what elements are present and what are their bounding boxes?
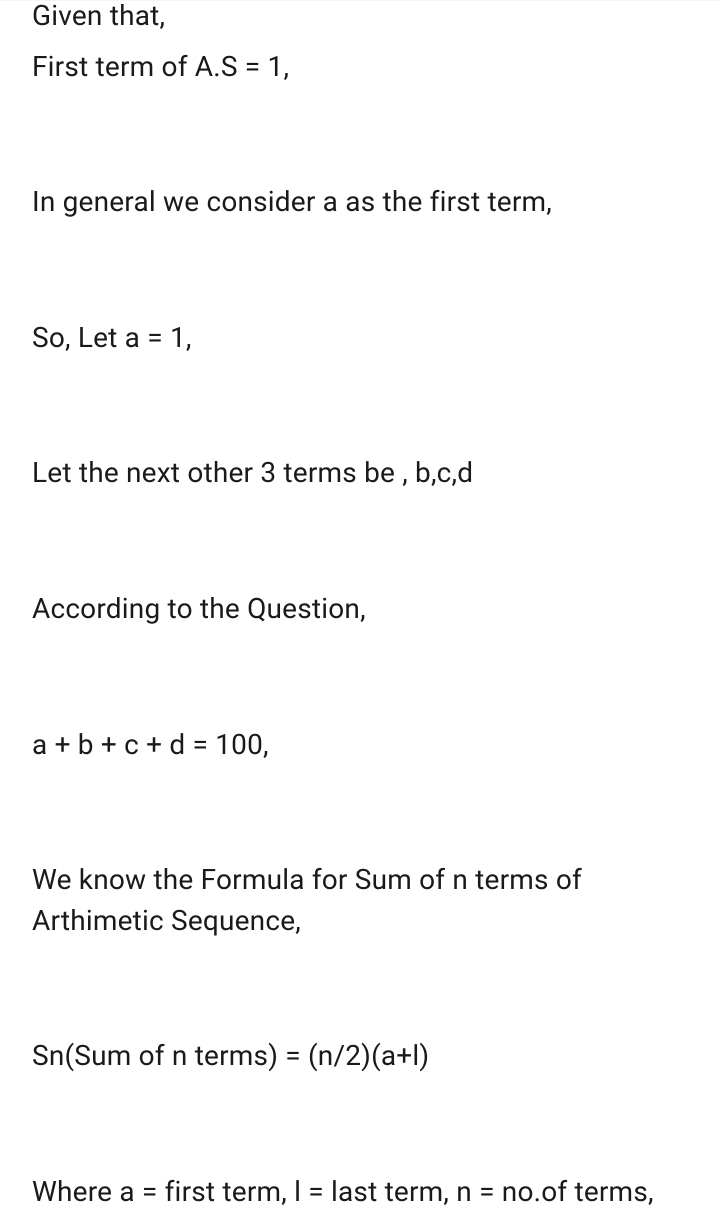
text-line-according: According to the Question, [32,589,688,630]
text-line-given: Given that, [32,0,688,37]
text-line-let-a: So, Let a = 1, [32,318,688,359]
text-line-first-term: First term of A.S = 1, [32,47,688,88]
paragraph-gap [32,630,688,725]
spacer [32,37,688,47]
paragraph-gap [32,765,688,860]
paragraph-gap [32,1077,688,1172]
paragraph-gap [32,358,688,453]
document-content: Given that, First term of A.S = 1, In ge… [32,0,688,1213]
paragraph-gap [32,941,688,1036]
text-line-general: In general we consider a as the first te… [32,182,688,223]
text-line-where: Where a = first term, l = last term, n =… [32,1172,688,1213]
text-line-formula-intro: We know the Formula for Sum of n terms o… [32,860,688,941]
text-line-equation: a + b + c + d = 100, [32,725,688,766]
text-line-formula: Sn(Sum of n terms) = (n/2)(a+l) [32,1036,688,1077]
text-line-other-terms: Let the next other 3 terms be , b,c,d [32,453,688,494]
paragraph-gap [32,494,688,589]
top-shadow [0,0,720,1]
paragraph-gap [32,87,688,182]
paragraph-gap [32,223,688,318]
